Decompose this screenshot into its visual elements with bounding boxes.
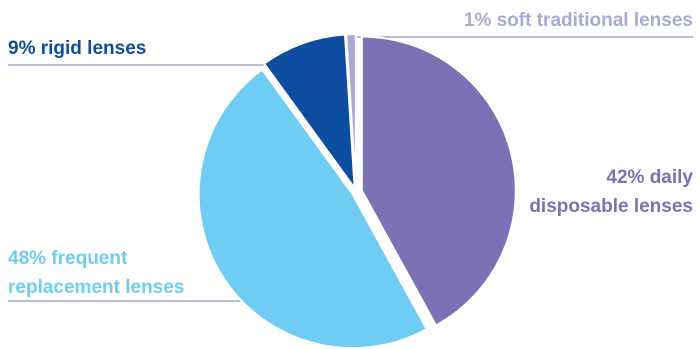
slice-labels: 42% daily disposable lenses 48% frequent re… <box>8 10 693 298</box>
label-frequent-replacement: 48% frequent replacement lenses <box>8 248 184 298</box>
label-soft-traditional: 1% soft traditional lenses <box>464 10 693 31</box>
slice-rigid <box>262 33 356 192</box>
label-frequent-replacement-line: 48% frequent <box>8 248 128 269</box>
leader-lines <box>8 36 693 302</box>
pie-slices <box>197 33 517 349</box>
label-daily-disposable: 42% daily disposable lenses <box>529 167 693 217</box>
slice-soft-traditional <box>345 33 357 189</box>
slice-frequent-replacement <box>197 68 429 349</box>
slice-daily-disposable <box>360 35 517 327</box>
label-daily-disposable-line: 42% daily <box>606 167 693 188</box>
label-daily-disposable-line: disposable lenses <box>529 196 693 217</box>
label-rigid: 9% rigid lenses <box>8 38 146 59</box>
label-rigid-line: 9% rigid lenses <box>8 38 146 59</box>
label-frequent-replacement-line: replacement lenses <box>8 277 184 298</box>
label-soft-traditional-line: 1% soft traditional lenses <box>464 10 693 31</box>
